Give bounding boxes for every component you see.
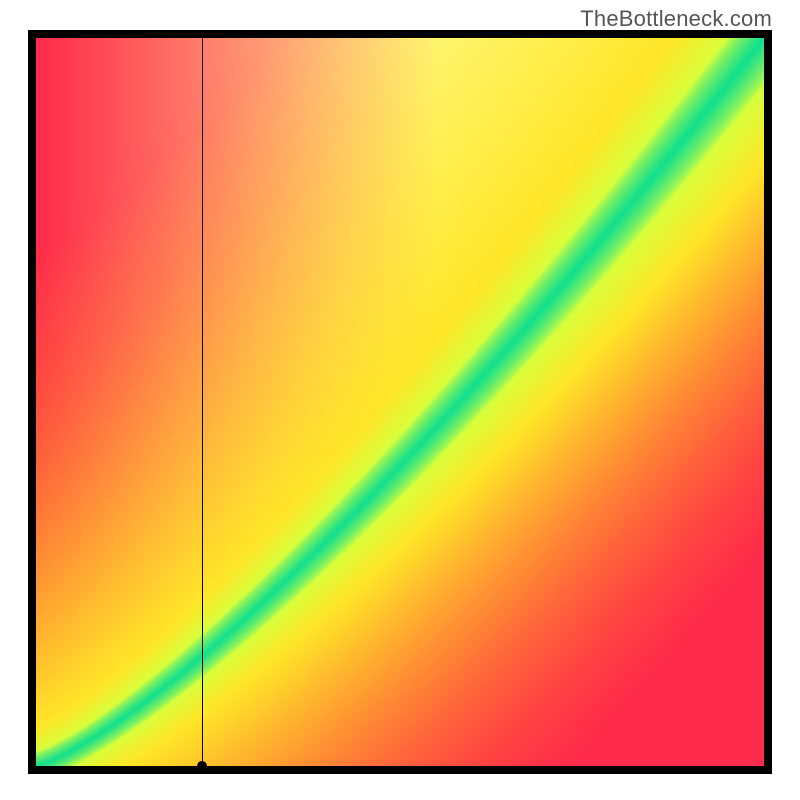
- heatmap-canvas: [36, 38, 764, 766]
- watermark-text: TheBottleneck.com: [580, 6, 772, 32]
- marker-dot: [197, 761, 207, 771]
- crosshair-horizontal: [36, 766, 764, 767]
- crosshair-vertical: [202, 38, 203, 766]
- chart-container: TheBottleneck.com: [0, 0, 800, 800]
